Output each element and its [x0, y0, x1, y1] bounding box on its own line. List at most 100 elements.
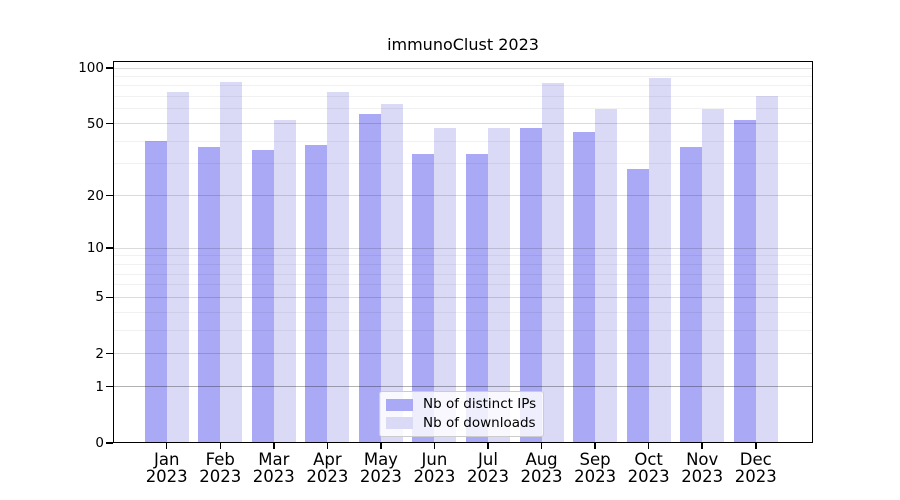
x-tick-mark	[433, 443, 436, 449]
y-tick-mark	[106, 352, 113, 355]
x-tick-label-line: Mar	[258, 450, 290, 469]
bar-downloads-6	[488, 128, 510, 443]
x-tick-label-line: 2023	[252, 466, 295, 486]
x-tick-mark	[326, 443, 329, 449]
y-tick-label: 20	[86, 187, 104, 204]
x-tick-label: May 2023	[346, 450, 416, 486]
y-tick-mark	[106, 67, 113, 69]
bar-distinct-ips-5	[412, 154, 435, 443]
x-tick-label-line: Feb	[205, 450, 235, 469]
x-tick-label-line: 2023	[681, 466, 724, 486]
y-tick-label: 10	[86, 240, 104, 257]
bar-distinct-ips-3	[305, 145, 328, 443]
bar-distinct-ips-10	[680, 147, 703, 443]
x-tick-label: Sep 2023	[560, 450, 630, 486]
x-tick-label: Jan 2023	[132, 450, 202, 486]
y-tick-label: 100	[78, 60, 104, 76]
x-tick-label-line: Dec	[739, 450, 772, 469]
x-tick-label: Jun 2023	[399, 450, 469, 486]
x-tick-label: Dec 2023	[721, 450, 791, 486]
minor-gridline	[113, 85, 813, 87]
bar-distinct-ips-1	[198, 147, 221, 443]
x-tick-label-line: 2023	[467, 466, 509, 486]
x-tick-mark	[540, 443, 543, 449]
y-tick-label: 50	[86, 115, 104, 132]
bar-downloads-5	[434, 128, 457, 443]
x-tick-label-line: 2023	[306, 466, 349, 486]
x-tick-label-line: 2023	[627, 466, 670, 486]
x-tick-label: Aug 2023	[507, 450, 577, 486]
bar-downloads-1	[220, 82, 243, 443]
x-tick-label: Mar 2023	[239, 450, 309, 486]
x-tick-label-line: Oct	[634, 450, 663, 469]
x-tick-mark	[647, 443, 650, 449]
bar-downloads-11	[755, 95, 778, 443]
x-tick-label: Apr 2023	[292, 450, 362, 486]
x-tick-label: Nov 2023	[667, 450, 737, 486]
legend-item-distinct-ips: Nb of distinct IPs	[386, 397, 537, 412]
x-tick-label: Jul 2023	[453, 450, 523, 486]
bar-downloads-3	[327, 92, 350, 443]
bar-downloads-4	[380, 103, 403, 443]
x-tick-mark	[219, 443, 221, 449]
y-tick-label: 1	[95, 378, 104, 395]
y-tick-mark	[106, 296, 113, 299]
x-tick-label-line: 2023	[199, 466, 242, 486]
x-tick-label-line: 2023	[413, 466, 456, 486]
y-tick-label: 0	[95, 435, 104, 451]
y-tick-mark	[106, 247, 113, 249]
bar-downloads-0	[166, 92, 189, 443]
x-tick-label-line: Jan	[153, 450, 180, 469]
bar-distinct-ips-11	[733, 120, 756, 443]
x-tick-label-line: Sep	[579, 450, 611, 469]
legend-item-downloads: Nb of downloads	[386, 414, 537, 431]
bar-distinct-ips-9	[626, 169, 649, 443]
legend-label-downloads: Nb of downloads	[423, 414, 536, 431]
x-tick-label-line: Nov	[686, 450, 719, 469]
x-tick-label-line: 2023	[734, 466, 777, 486]
x-tick-label-line: Jul	[478, 450, 498, 469]
bar-distinct-ips-2	[251, 149, 274, 443]
bar-downloads-9	[648, 78, 671, 443]
major-gridline	[113, 67, 813, 69]
y-tick-label: 5	[95, 289, 104, 306]
x-tick-label-line: 2023	[574, 466, 617, 486]
x-tick-label: Feb 2023	[185, 450, 255, 486]
bar-downloads-10	[702, 108, 725, 443]
x-tick-label: Oct 2023	[614, 450, 684, 486]
x-tick-label-line: 2023	[359, 466, 402, 486]
bar-distinct-ips-0	[144, 141, 167, 443]
bar-downloads-2	[273, 120, 296, 443]
x-tick-label-line: 2023	[145, 466, 188, 486]
legend: Nb of distinct IPs Nb of downloads	[379, 391, 544, 437]
bar-distinct-ips-7	[519, 128, 542, 443]
y-tick-mark	[106, 122, 113, 125]
x-tick-mark	[755, 443, 757, 449]
x-tick-label-line: Jun	[421, 450, 448, 469]
x-tick-mark	[487, 443, 489, 449]
x-tick-label-line: May	[363, 450, 398, 469]
x-tick-mark	[594, 443, 596, 449]
legend-swatch-distinct-ips	[386, 398, 413, 411]
minor-gridline	[113, 96, 813, 98]
y-tick-mark	[106, 194, 113, 197]
x-tick-mark	[701, 443, 703, 449]
x-tick-mark	[380, 443, 382, 449]
x-tick-label-line: Apr	[313, 450, 342, 469]
y-tick-mark	[106, 385, 113, 388]
legend-swatch-downloads	[386, 417, 413, 430]
bar-downloads-8	[595, 108, 618, 443]
bar-distinct-ips-4	[358, 114, 381, 443]
bar-distinct-ips-8	[573, 131, 596, 443]
y-tick-mark	[106, 442, 113, 444]
legend-label-distinct-ips: Nb of distinct IPs	[423, 396, 537, 413]
x-tick-mark	[165, 443, 168, 449]
x-tick-label-line: Aug	[525, 450, 558, 469]
bar-distinct-ips-6	[466, 154, 488, 443]
y-tick-label: 2	[95, 345, 104, 362]
x-tick-mark	[273, 443, 275, 449]
x-tick-label-line: 2023	[520, 466, 563, 486]
minor-gridline	[113, 75, 813, 77]
bar-downloads-7	[541, 82, 564, 443]
